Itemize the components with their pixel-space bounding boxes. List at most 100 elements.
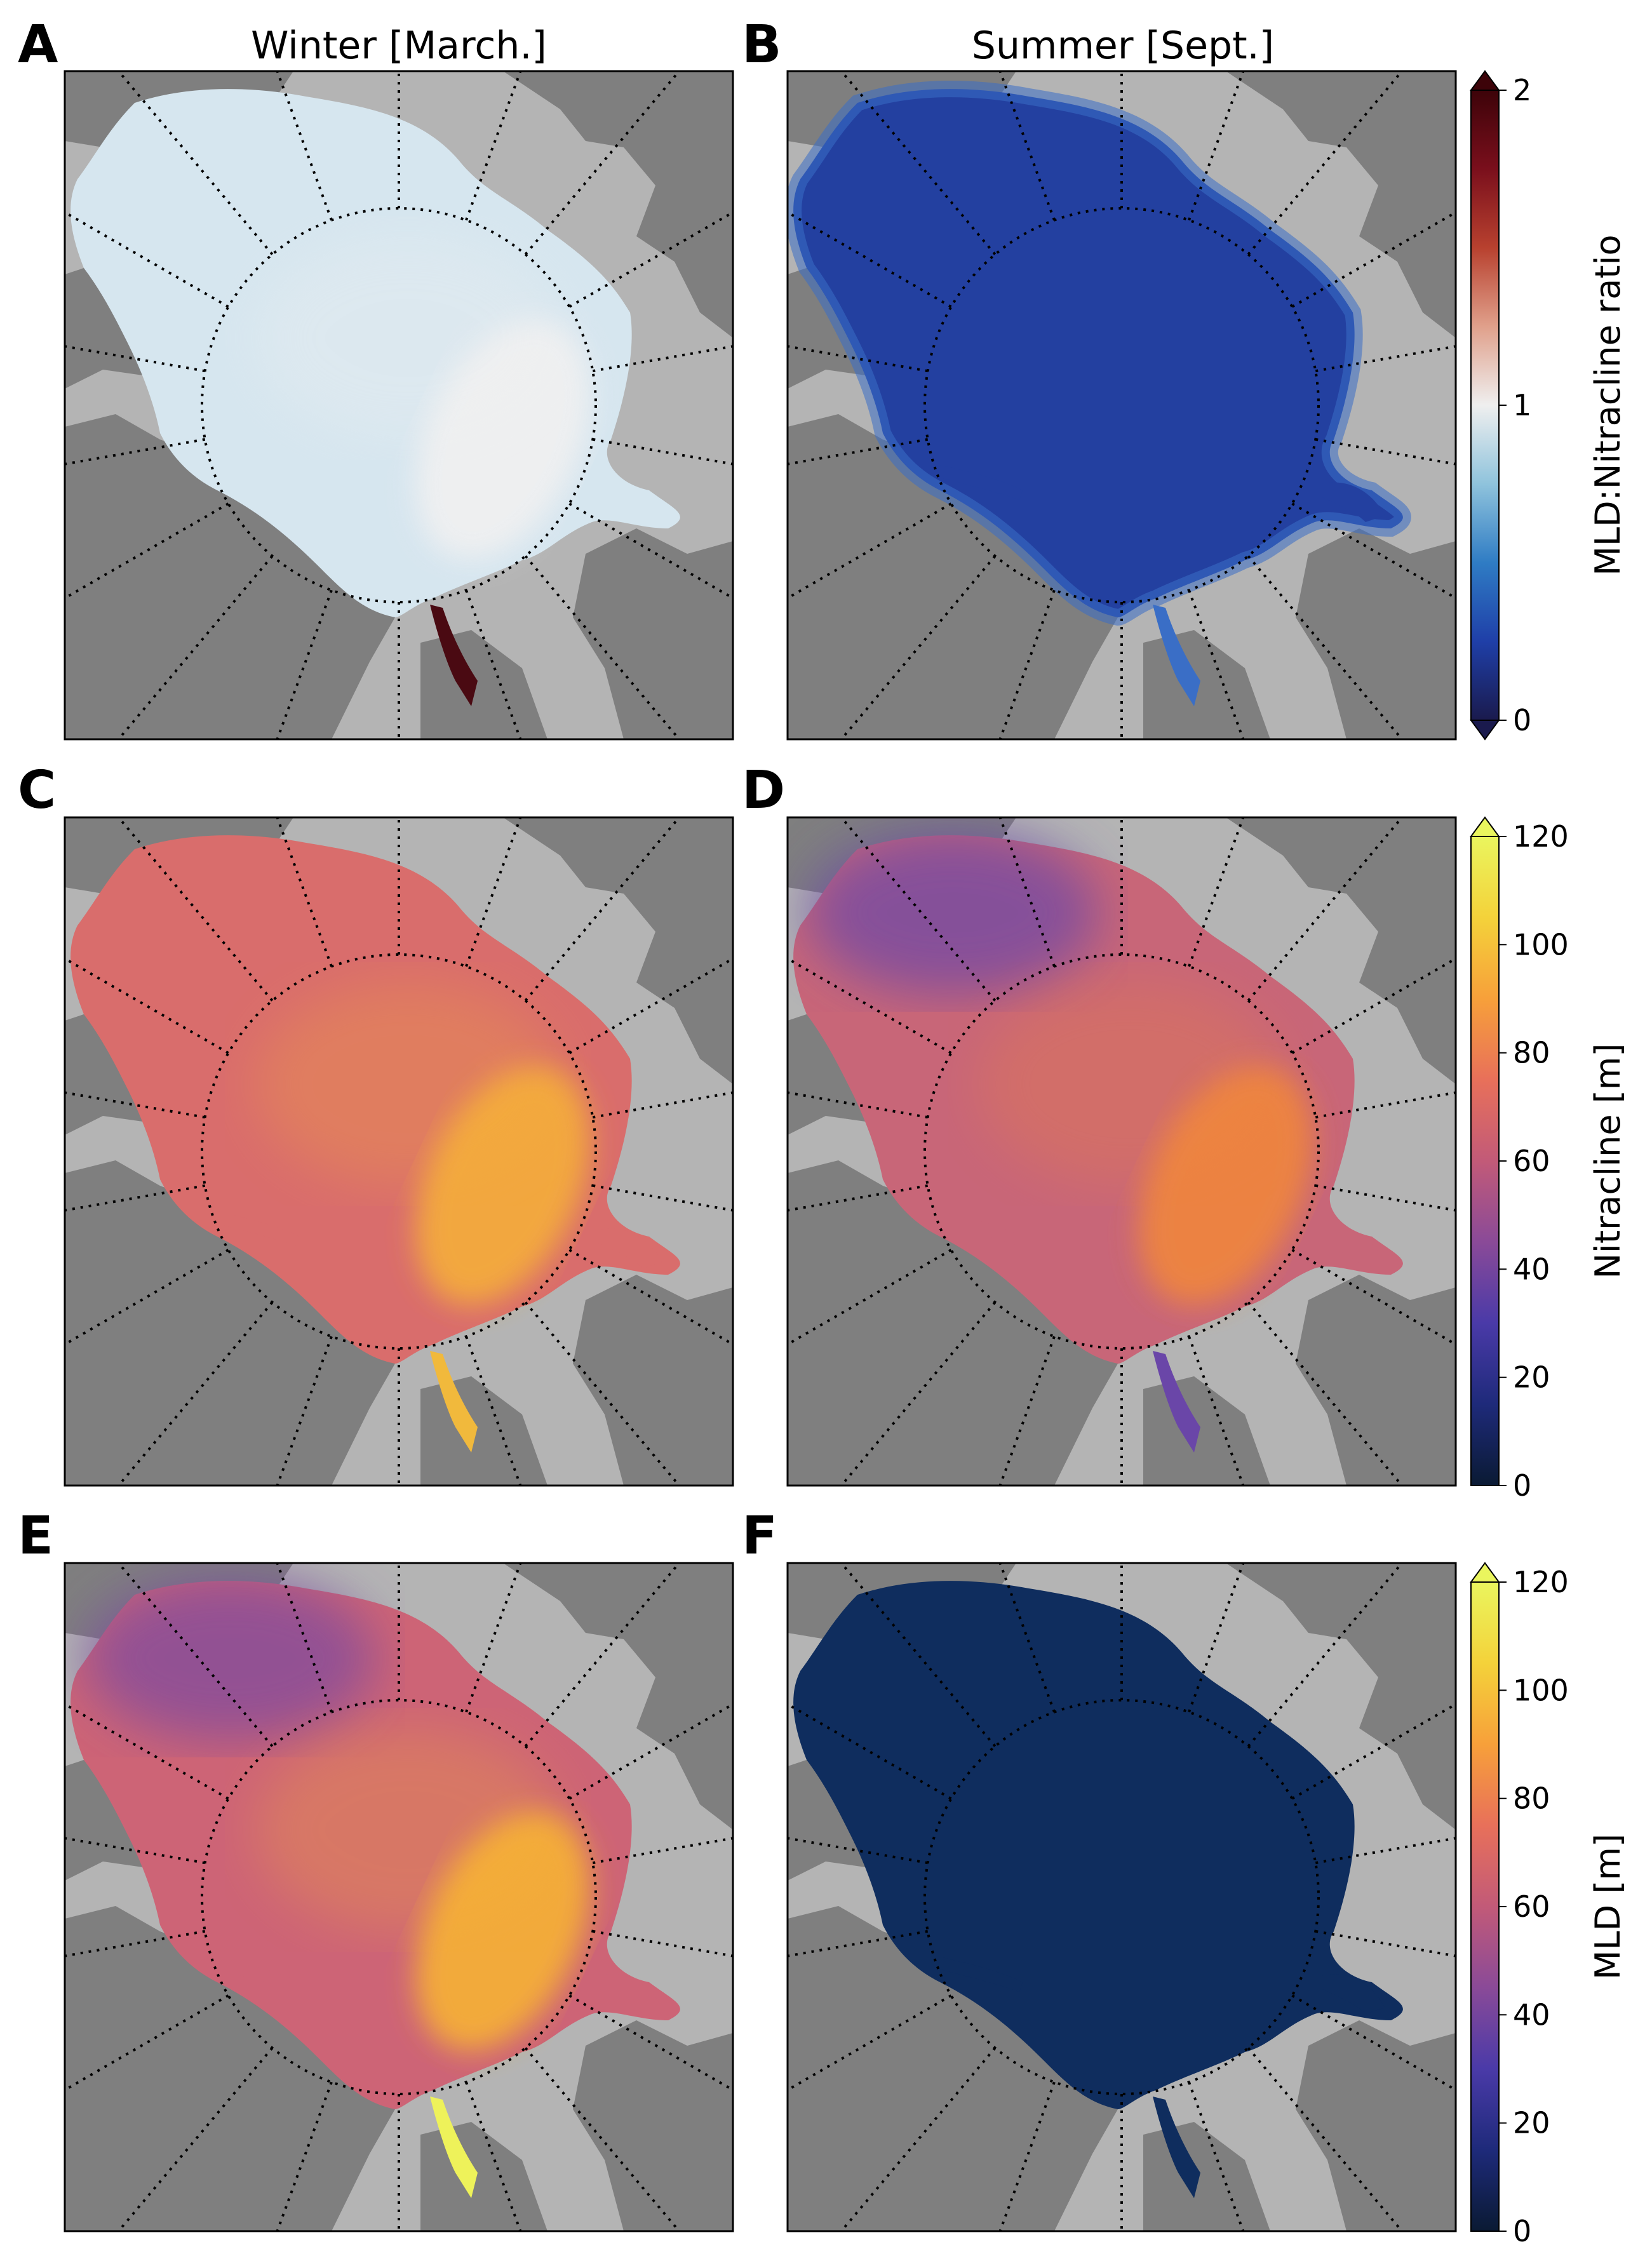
colorbar-tick-label: 100: [1513, 927, 1569, 962]
panel-label-a: A: [18, 15, 58, 75]
panel-frame: [786, 1562, 1457, 2232]
panel-frame: [64, 1562, 734, 2232]
high-value-halo: [255, 983, 560, 1186]
panel-label-f: F: [742, 1506, 777, 1566]
colorbar-tick-label: 0: [1513, 703, 1531, 737]
latitude-circle: [923, 1699, 1320, 2095]
plume: [1153, 605, 1200, 706]
colorbar-tick-label: 120: [1513, 1565, 1569, 1599]
colorbar-tick-label: 1: [1513, 388, 1531, 422]
colorbar-tick-label: 0: [1513, 1468, 1531, 1503]
land-mass: [1226, 817, 1456, 1084]
land-mass: [573, 1275, 733, 1486]
colorbar-tick-label: 40: [1513, 1997, 1550, 2032]
panel-frame: [786, 70, 1457, 741]
colorbar-extend-min: [1470, 720, 1500, 741]
inlet: [940, 1957, 1023, 1992]
inlet: [598, 482, 662, 522]
land-mass: [503, 71, 733, 338]
high-value-halo: [255, 1728, 560, 1931]
latitude-circle: [923, 953, 1320, 1350]
colorbar-mld: 0 20 40 60 80 100 120 MLD [m]: [1470, 1562, 1628, 2248]
colorbars: 0 1 2 MLD:Nitracline ratio 0 20 40 60 80 100 120 Ni…: [1470, 70, 1628, 2248]
latitude-circle: [923, 207, 1320, 603]
land-mass: [1296, 1275, 1456, 1486]
ocean-field: [793, 1581, 1403, 2109]
land-mass: [788, 1160, 1118, 1486]
column-title-summer: Summer [Sept.]: [972, 23, 1274, 68]
colorbar-tick-label: 40: [1513, 1252, 1550, 1286]
colorbar-tick-label: 2: [1513, 73, 1531, 107]
colorbar-tick-label: 20: [1513, 2106, 1550, 2140]
latitude-circle: [201, 207, 597, 603]
land-mass: [503, 817, 733, 1084]
plume: [1153, 2097, 1200, 2198]
map-panel-c: [64, 816, 734, 1487]
colorbar-tick-label: 120: [1513, 819, 1569, 854]
panel-label-b: B: [742, 15, 782, 75]
inlet: [940, 1211, 1023, 1246]
inlet: [598, 1974, 662, 2014]
map-panel-f: [786, 1562, 1457, 2232]
colorbar-tick-label: 20: [1513, 1360, 1550, 1395]
panel-label-d: D: [742, 760, 785, 821]
plume: [1153, 1351, 1200, 1453]
inlet: [1321, 482, 1385, 522]
latitude-circle: [201, 1699, 597, 2095]
column-title-winter: Winter [March.]: [251, 23, 547, 68]
land-mass: [1296, 2020, 1456, 2231]
colorbar-extend-max: [1470, 816, 1500, 837]
land-mass: [573, 2020, 733, 2231]
colorbar-tick-label: 100: [1513, 1673, 1569, 1707]
land-mass: [503, 1563, 733, 1830]
panel-label-e: E: [18, 1506, 53, 1566]
colorbar-label: Nitracline [m]: [1588, 1043, 1628, 1279]
map-panel-e: [64, 1562, 734, 2232]
ocean-field-edge: [788, 81, 1411, 626]
panel-frame: [64, 70, 734, 741]
land-mass: [788, 1906, 1118, 2231]
land-mass: [65, 414, 395, 739]
colorbar-body: [1470, 1581, 1500, 2232]
colorbar-extend-max: [1470, 1562, 1500, 1583]
colorbar-tick-label: 80: [1513, 1036, 1550, 1070]
land-mass: [1226, 71, 1456, 338]
plume: [430, 1351, 478, 1453]
inlet: [1321, 1228, 1385, 1268]
land-mass: [788, 414, 1118, 739]
colorbar-tick-label: 0: [1513, 2214, 1531, 2248]
colorbar-extend-max: [1470, 70, 1500, 91]
colorbar-tick-label: 60: [1513, 1889, 1550, 1924]
land-mass: [1226, 1563, 1456, 1830]
panel-frame: [786, 816, 1457, 1487]
inlet: [598, 1228, 662, 1268]
map-panel-a: [64, 70, 734, 741]
plume: [430, 2097, 478, 2198]
land-mass: [65, 1160, 395, 1486]
map-panel-b: [786, 70, 1457, 741]
plume: [430, 605, 478, 706]
panel-label-c: C: [18, 760, 56, 821]
colorbar-label: MLD:Nitracline ratio: [1588, 234, 1628, 575]
inlet: [217, 1957, 300, 1992]
inlet: [217, 1211, 300, 1246]
low-value-region: [807, 830, 1099, 995]
inlet: [217, 465, 300, 500]
high-value-halo: [255, 236, 560, 440]
map-panel-d: [786, 816, 1457, 1487]
high-value-halo: [978, 983, 1283, 1186]
colorbar-tick-label: 80: [1513, 1782, 1550, 1816]
colorbar-label: MLD [m]: [1588, 1834, 1628, 1980]
land-mass: [65, 1906, 395, 2231]
low-value-region: [84, 1576, 376, 1741]
inlet: [940, 465, 1023, 500]
colorbar-ratio: 0 1 2 MLD:Nitracline ratio: [1470, 70, 1628, 741]
colorbar-nitracline: 0 20 40 60 80 100 120 Nitracline [m]: [1470, 816, 1628, 1503]
panel-frame: [64, 816, 734, 1487]
inlet: [1321, 1974, 1385, 2014]
land-mass: [1296, 528, 1456, 739]
colorbar-body: [1470, 836, 1500, 1486]
colorbar-body: [1470, 90, 1500, 721]
